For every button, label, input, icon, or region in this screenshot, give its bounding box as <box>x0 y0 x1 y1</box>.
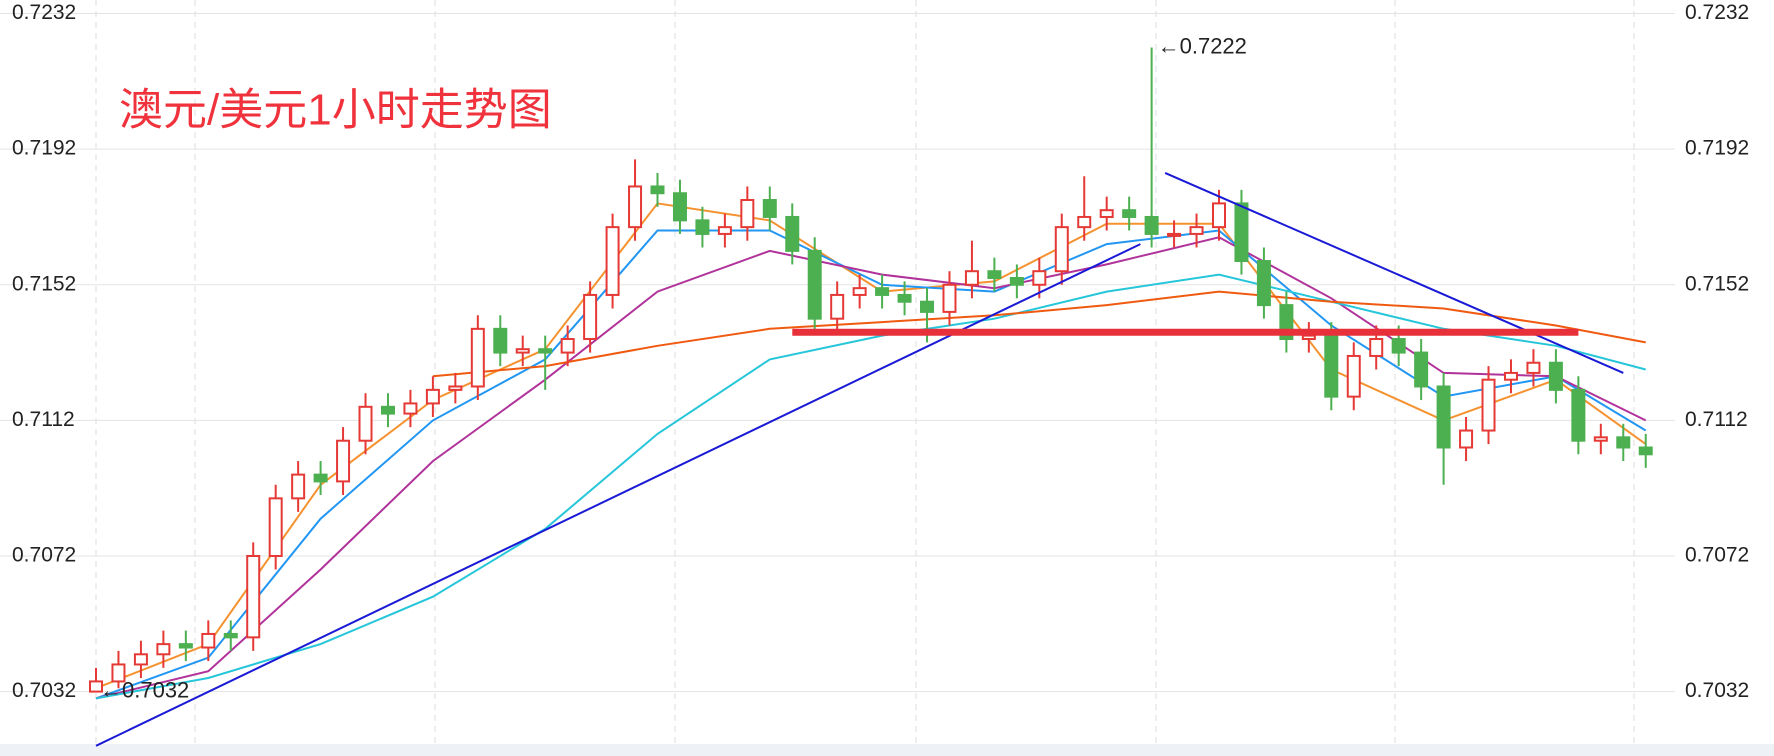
candle-body <box>425 388 440 405</box>
y-tick-label-right: 0.7232 <box>1685 1 1749 24</box>
candle-body <box>762 199 777 218</box>
candle-body <box>1571 388 1586 442</box>
y-tick-label-right: 0.7192 <box>1685 137 1749 160</box>
candle-body <box>1032 270 1047 286</box>
moving-average-line <box>432 290 1646 378</box>
trendline <box>1164 171 1624 374</box>
y-tick-label-right: 0.7032 <box>1685 679 1749 702</box>
candle-body <box>785 215 800 252</box>
candle-body <box>470 327 485 388</box>
candle-body <box>1414 351 1429 388</box>
candle-body <box>133 653 148 666</box>
candle-body <box>1436 385 1451 449</box>
candle-body <box>336 439 351 483</box>
y-tick-label: 0.7112 <box>12 408 75 431</box>
y-tick-label: 0.7192 <box>12 137 76 160</box>
candle-body <box>201 632 216 649</box>
candle-body <box>1593 436 1608 442</box>
candle-body <box>1301 334 1316 341</box>
candle-body <box>852 287 867 296</box>
candle-body <box>111 663 126 683</box>
candle-body <box>358 405 373 442</box>
candle-body <box>1346 354 1361 398</box>
trendlines <box>95 171 1624 747</box>
candle-body <box>380 405 395 415</box>
y-tick-label-right: 0.7072 <box>1685 544 1749 567</box>
candle-body <box>403 402 418 415</box>
candle-body <box>538 348 553 354</box>
candle-body <box>1526 361 1541 374</box>
trendline <box>95 243 1141 747</box>
candle-body <box>1167 232 1182 237</box>
candle-body <box>964 270 979 286</box>
candle-body <box>1391 338 1406 354</box>
candle-body <box>1459 429 1474 449</box>
candle-body <box>1481 378 1496 432</box>
y-tick-label: 0.7232 <box>12 1 76 24</box>
candle-body <box>1189 226 1204 235</box>
candle-body <box>1234 202 1249 263</box>
y-tick-label-right: 0.7112 <box>1685 408 1748 431</box>
candle-body <box>628 185 643 229</box>
candle-body <box>178 643 193 649</box>
candle-body <box>291 473 306 500</box>
y-tick-label-right: 0.7152 <box>1685 272 1749 295</box>
y-tick-label: 0.7032 <box>12 679 76 702</box>
candle-body <box>1616 436 1631 449</box>
candle-body <box>268 497 283 557</box>
candle-body <box>583 293 598 341</box>
candle-body <box>1077 215 1092 229</box>
candle-body <box>515 348 530 354</box>
y-grid <box>0 13 1675 693</box>
y-tick-label: 0.7152 <box>12 272 76 295</box>
candle-body <box>920 300 935 313</box>
candle-body <box>807 249 822 320</box>
chart-title: 澳元/美元1小时走势图 <box>119 86 552 135</box>
candle-body <box>942 283 957 313</box>
candles <box>89 47 1653 693</box>
candle-body <box>1548 361 1563 391</box>
y-tick-label: 0.7072 <box>12 544 76 567</box>
candle-body <box>493 327 508 354</box>
candle-body <box>1054 226 1069 273</box>
candle-body <box>156 643 171 656</box>
candle-body <box>650 185 665 195</box>
candle-body <box>672 192 687 222</box>
candle-body <box>1324 334 1339 398</box>
candle-body <box>313 473 328 483</box>
time-axis-strip <box>0 744 1774 756</box>
candle-body <box>830 293 845 320</box>
candle-body <box>1638 446 1653 456</box>
candle-body <box>1122 209 1137 218</box>
candle-body <box>246 554 261 639</box>
annotation: ←0.7032 <box>100 677 189 702</box>
candle-body <box>560 338 575 354</box>
candle-body <box>605 226 620 296</box>
annotation: ←0.7222 <box>1158 33 1247 58</box>
candle-body <box>987 270 1002 279</box>
time-grid <box>95 0 1635 744</box>
candle-body <box>1369 338 1384 357</box>
candle-body <box>1099 209 1114 218</box>
candle-body <box>89 680 103 693</box>
candle-body <box>875 287 890 296</box>
candle-body <box>740 199 755 229</box>
candle-body <box>717 226 732 235</box>
moving-average-line <box>95 236 1647 700</box>
candle-body <box>1212 202 1226 229</box>
candle-body <box>1144 215 1159 235</box>
candle-body <box>1503 371 1518 381</box>
candle-body <box>695 219 710 235</box>
candle-body <box>897 293 912 303</box>
candle-body <box>223 632 238 639</box>
candle-body <box>1256 260 1271 307</box>
candle-body <box>1009 276 1024 286</box>
candle-body <box>448 385 463 391</box>
